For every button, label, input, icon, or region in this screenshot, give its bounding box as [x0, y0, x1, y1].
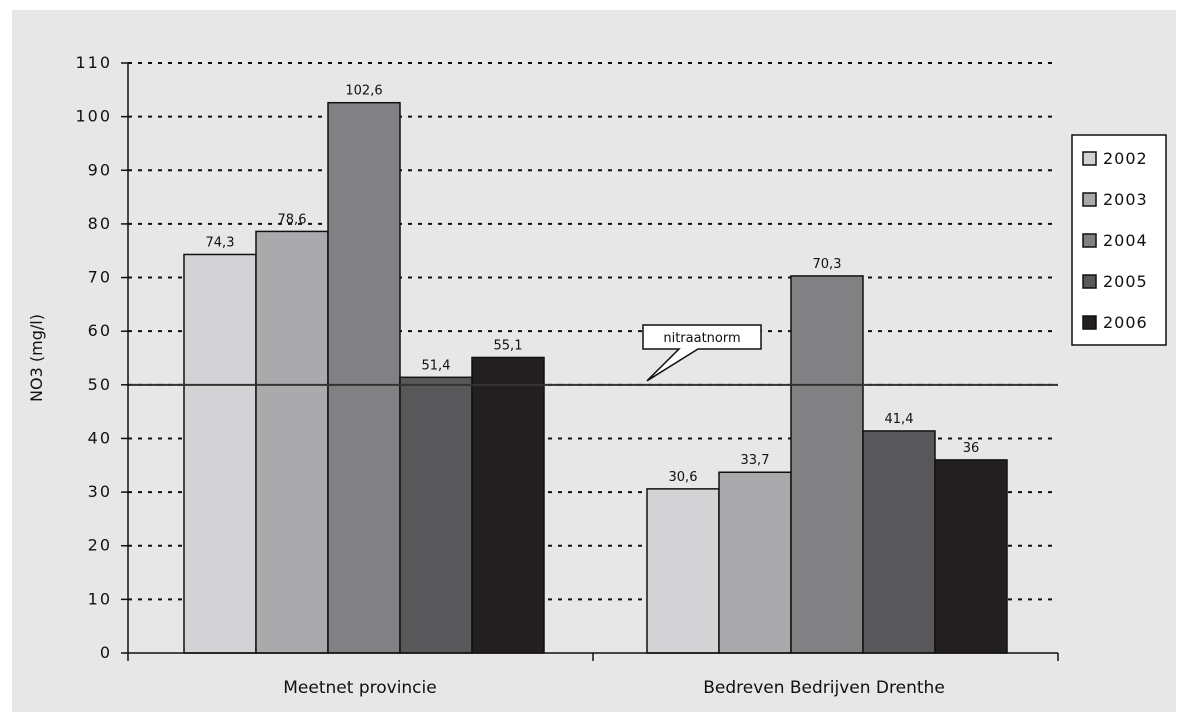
data-label: 55,1: [494, 338, 523, 353]
category-label: Bedreven Bedrijven Drenthe: [703, 678, 945, 698]
data-label: 70,3: [813, 257, 842, 272]
bar-2006-1: [471, 356, 545, 654]
legend-swatch: [1082, 192, 1097, 207]
reference-layer: nitraatnorm: [128, 324, 1058, 386]
data-label: 51,4: [422, 358, 451, 373]
labels-layer: 74,3 30,6 78,6 33,7 102,6 70,3 51,4 41,4 55,1 36: [206, 84, 980, 485]
data-label: 36: [963, 441, 980, 456]
category-label: Meetnet provincie: [283, 678, 436, 698]
data-label: 78,6: [278, 212, 307, 227]
bar-2003-2: [718, 471, 792, 654]
data-label: 102,6: [345, 84, 382, 99]
data-label: 41,4: [885, 412, 914, 427]
bar-2005-1: [399, 376, 473, 654]
bar-2004-1: [327, 101, 401, 654]
y-tick-label: 80: [88, 214, 112, 233]
y-tick-label: 20: [88, 536, 112, 555]
y-tick-label: 50: [88, 375, 112, 394]
legend-label: 2002: [1103, 149, 1148, 168]
bar-2004-2: [790, 275, 864, 654]
nitraatnorm-callout: [642, 324, 762, 382]
data-label: 33,7: [741, 453, 770, 468]
chart-panel: nitraatnorm 0 10 20 30 40 50 60 70 80 90 100 110 Mee…: [12, 10, 1176, 712]
legend-label: 2004: [1103, 231, 1148, 250]
y-tick-label: 60: [88, 321, 112, 340]
nitrate-bar-chart: nitraatnorm 0 10 20 30 40 50 60 70 80 90 100 110 Mee…: [27, 53, 1167, 698]
bar-2002-1: [183, 253, 257, 654]
y-tick-label: 110: [75, 53, 112, 72]
legend-swatch: [1082, 274, 1097, 289]
legend-label: 2005: [1103, 272, 1148, 291]
y-tick-label: 30: [88, 482, 112, 501]
y-tick-label: 70: [88, 268, 112, 287]
bar-2006-2: [934, 459, 1008, 654]
legend-swatch: [1082, 233, 1097, 248]
bar-2002-2: [646, 488, 720, 654]
legend: 2002 2003 2004 2005 2006: [1071, 134, 1167, 346]
legend-label: 2003: [1103, 190, 1148, 209]
legend-swatch: [1082, 315, 1097, 330]
legend-swatch: [1082, 151, 1097, 166]
data-label: 30,6: [669, 470, 698, 485]
y-tick-label: 40: [88, 428, 112, 447]
legend-label: 2006: [1103, 313, 1148, 332]
bar-2005-2: [862, 430, 936, 654]
axis-layer: 0 10 20 30 40 50 60 70 80 90 100 110 Meetnet provinc…: [27, 53, 1059, 698]
bar-2003-1: [255, 230, 329, 654]
y-axis-title: NO3 (mg/l): [27, 314, 46, 402]
y-tick-label: 90: [88, 160, 112, 179]
data-label: 74,3: [206, 235, 235, 250]
y-tick-label: 0: [100, 643, 112, 662]
bars-layer: [183, 101, 1008, 654]
y-tick-label: 100: [75, 107, 112, 126]
nitraatnorm-label: nitraatnorm: [663, 331, 740, 346]
y-tick-label: 10: [88, 589, 112, 608]
